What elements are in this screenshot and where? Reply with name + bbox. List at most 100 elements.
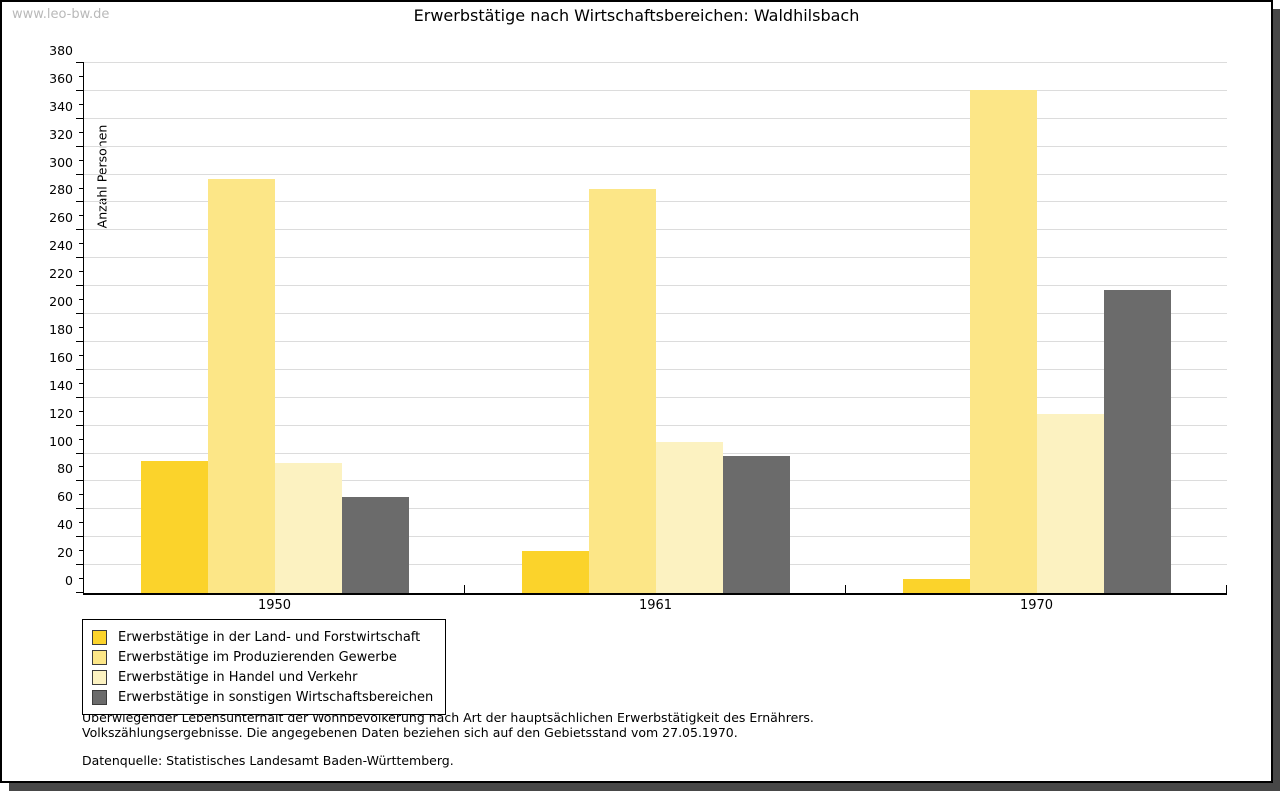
y-axis-tick-label: 160	[49, 349, 73, 365]
bar-group-1961	[465, 63, 846, 593]
bar-group-1970	[846, 63, 1227, 593]
bar	[902, 579, 970, 593]
y-axis-major-tick	[76, 201, 84, 203]
y-axis-tick-label: 40	[57, 517, 73, 533]
legend-item-label: Erwerbstätige im Produzierenden Gewerbe	[118, 649, 397, 665]
y-axis-tick-label: 80	[57, 461, 73, 477]
legend-item-label: Erwerbstätige in Handel und Verkehr	[118, 669, 358, 685]
bar	[588, 188, 656, 593]
y-axis-tick-label: 20	[57, 545, 73, 561]
bar	[655, 442, 723, 593]
data-source: Datenquelle: Statistisches Landesamt Bad…	[82, 753, 454, 768]
legend-color-swatch	[92, 649, 107, 665]
legend-item: Erwerbstätige in Handel und Verkehr	[92, 667, 433, 687]
gridline	[84, 313, 1227, 315]
x-axis-category-label: 1950	[257, 598, 292, 613]
legend-item: Erwerbstätige im Produzierenden Gewerbe	[92, 647, 433, 667]
y-axis-tick-label: 280	[49, 182, 73, 198]
gridline	[84, 340, 1227, 342]
y-axis-major-tick	[76, 229, 84, 231]
y-axis-major-tick	[76, 313, 84, 315]
gridline	[84, 368, 1227, 370]
gridline	[84, 117, 1227, 119]
y-axis-major-tick	[76, 424, 84, 426]
footnote: Überwiegender Lebensunterhalt der Wohnbe…	[82, 710, 814, 768]
x-axis-tick	[463, 585, 465, 593]
legend-item-label: Erwerbstätige in der Land- und Forstwirt…	[118, 629, 421, 645]
legend-color-swatch	[92, 629, 107, 645]
y-axis-minor-tick	[79, 354, 84, 356]
y-axis-minor-tick	[79, 382, 84, 384]
bar	[1103, 290, 1171, 593]
footnote-line-2: Volkszählungsergebnisse. Die angegebenen…	[82, 725, 738, 740]
y-axis-major-tick	[76, 257, 84, 259]
y-axis-minor-tick	[79, 466, 84, 468]
x-axis-category-label: 1961	[638, 598, 673, 613]
gridline	[84, 229, 1227, 231]
y-axis-major-tick	[76, 508, 84, 510]
frame-shadow-right	[1273, 9, 1280, 791]
y-axis-minor-tick	[79, 522, 84, 524]
y-axis-tick-label: 100	[49, 433, 73, 449]
gridline	[84, 62, 1227, 63]
y-axis-major-tick	[76, 396, 84, 398]
legend: Erwerbstätige in der Land- und Forstwirt…	[82, 619, 447, 715]
y-axis-minor-tick	[79, 578, 84, 580]
y-axis-major-tick	[76, 536, 84, 538]
y-axis-tick-label: 180	[49, 321, 73, 337]
gridline	[84, 424, 1227, 426]
y-axis-major-tick	[76, 173, 84, 175]
gridline	[84, 173, 1227, 175]
y-axis-major-tick	[76, 592, 84, 593]
legend-color-swatch	[92, 669, 107, 685]
y-axis-tick-label: 220	[49, 266, 73, 282]
legend-item-label: Erwerbstätige in sonstigen Wirtschaftsbe…	[118, 689, 434, 705]
y-axis-major-tick	[76, 117, 84, 119]
watermark: www.leo-bw.de	[12, 7, 110, 22]
legend-item: Erwerbstätige in sonstigen Wirtschaftsbe…	[92, 687, 433, 707]
y-axis-major-tick	[76, 340, 84, 342]
y-axis-minor-tick	[79, 187, 84, 189]
y-axis-major-tick	[76, 89, 84, 91]
y-axis-minor-tick	[79, 494, 84, 496]
x-axis-tick	[844, 585, 846, 593]
y-axis-minor-tick	[79, 131, 84, 133]
y-axis-tick-label: 320	[49, 126, 73, 142]
y-axis-minor-tick	[79, 75, 84, 77]
y-axis-minor-tick	[79, 271, 84, 273]
bar	[207, 178, 275, 593]
y-axis-minor-tick	[79, 159, 84, 161]
x-axis-tick	[1226, 585, 1227, 593]
gridline	[84, 285, 1227, 287]
y-axis-tick-label: 200	[49, 294, 73, 310]
frame-shadow-bottom	[9, 783, 1280, 791]
y-axis-tick-label: 300	[49, 154, 73, 170]
gridline	[84, 145, 1227, 147]
gridline	[84, 257, 1227, 259]
y-axis-major-tick	[76, 480, 84, 482]
bar	[341, 496, 409, 593]
y-axis-minor-tick	[79, 550, 84, 552]
y-axis-tick-label: 140	[49, 377, 73, 393]
y-axis-tick-label: 0	[65, 573, 73, 588]
plot-area: Anzahl Personen 0 20 40 60 80 100 120 140 160 180…	[49, 44, 1227, 613]
legend-item: Erwerbstätige in der Land- und Forstwirt…	[92, 627, 433, 647]
y-axis-minor-tick	[79, 327, 84, 328]
y-axis-tick-label: 260	[49, 210, 73, 226]
y-axis-minor-tick	[79, 103, 84, 105]
gridline	[84, 89, 1227, 91]
y-axis-major-tick	[76, 368, 84, 370]
y-axis-major-tick	[76, 564, 84, 566]
bar	[1036, 414, 1104, 593]
bar	[140, 460, 208, 593]
bar	[969, 89, 1037, 593]
y-axis-major-tick	[76, 285, 84, 287]
y-axis-tick-label: 60	[57, 489, 73, 505]
y-axis-minor-tick	[79, 215, 84, 217]
gridline	[84, 396, 1227, 398]
bar	[274, 463, 342, 593]
y-axis-minor-tick	[79, 243, 84, 245]
gridline	[84, 201, 1227, 203]
